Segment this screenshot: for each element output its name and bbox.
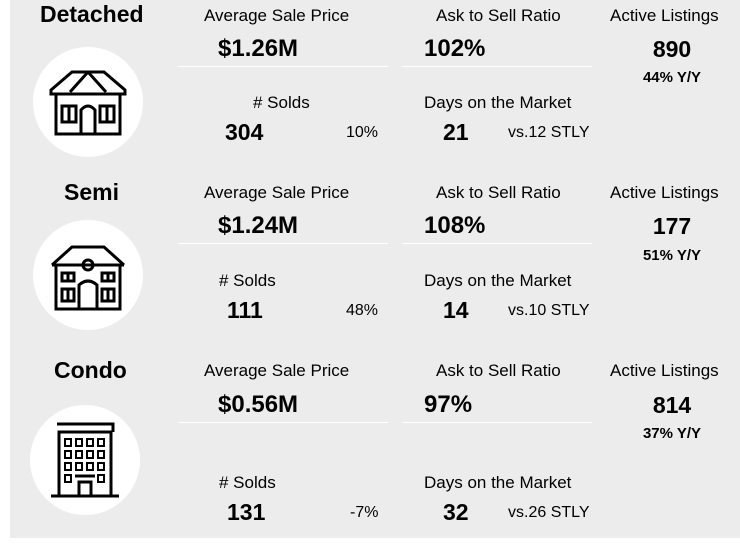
icon-circle [33,47,143,157]
solds-value: 304 [225,119,264,145]
condo-building-icon [51,422,119,498]
avg-price-label: Average Sale Price [204,6,350,25]
active-listings-yy: 44% Y/Y [642,69,702,86]
dom-label: Days on the Market [424,271,572,290]
section-title: Detached [40,1,144,27]
dom-label: Days on the Market [424,93,572,112]
ask-sell-label: Ask to Sell Ratio [436,6,561,25]
avg-price-value: $1.26M [218,35,299,62]
solds-label: # Solds [253,93,310,112]
divider [402,243,592,244]
divider [178,422,388,423]
active-listings-yy: 37% Y/Y [642,425,702,442]
section-title: Semi [64,179,119,205]
active-listings-value: 814 [652,392,692,418]
solds-label: # Solds [219,271,276,290]
ask-sell-label: Ask to Sell Ratio [436,361,561,380]
ask-sell-value: 102% [424,35,486,62]
divider [402,66,592,67]
divider [178,66,388,67]
divider [178,243,388,244]
dom-stly: vs.26 STLY [508,504,590,521]
solds-value: 111 [227,297,263,323]
ask-sell-value: 97% [424,391,473,418]
avg-price-label: Average Sale Price [204,183,350,202]
solds-value: 131 [227,499,266,525]
dom-value: 21 [443,119,469,145]
dom-value: 32 [443,499,469,525]
solds-change: 10% [346,124,379,141]
dom-label: Days on the Market [424,473,572,492]
active-listings-label: Active Listings [610,183,719,202]
solds-label: # Solds [219,473,276,492]
active-listings-value: 177 [652,213,692,239]
solds-change: 48% [346,302,379,319]
active-listings-label: Active Listings [610,361,719,380]
dom-stly: vs.12 STLY [508,124,590,141]
divider [402,422,592,423]
ask-sell-label: Ask to Sell Ratio [436,183,561,202]
avg-price-value: $1.24M [218,212,299,239]
solds-change: -7% [350,504,379,521]
dom-stly: vs.10 STLY [508,302,590,319]
avg-price-label: Average Sale Price [204,361,350,380]
active-listings-label: Active Listings [610,6,719,25]
icon-circle [30,405,140,515]
active-listings-value: 890 [652,36,692,62]
active-listings-yy: 51% Y/Y [642,247,702,264]
detached-house-icon [49,70,127,136]
ask-sell-value: 108% [424,212,486,239]
semi-house-icon [50,245,126,311]
icon-circle [33,220,143,330]
section-title: Condo [54,357,127,383]
dom-value: 14 [443,297,469,323]
avg-price-value: $0.56M [218,391,299,418]
